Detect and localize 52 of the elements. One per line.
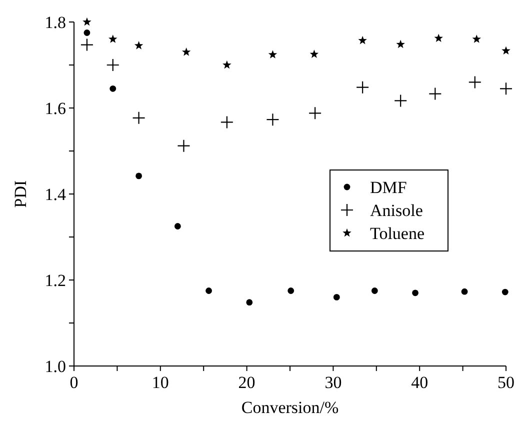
point bbox=[502, 46, 510, 55]
point bbox=[356, 80, 370, 94]
point bbox=[182, 48, 191, 56]
point bbox=[434, 34, 443, 42]
x-tick-label: 20 bbox=[238, 373, 256, 392]
point bbox=[110, 85, 116, 92]
point bbox=[136, 172, 142, 180]
point bbox=[268, 50, 278, 58]
point bbox=[310, 50, 319, 58]
point bbox=[177, 139, 190, 152]
point bbox=[174, 223, 181, 230]
point bbox=[246, 299, 253, 306]
point bbox=[358, 36, 367, 44]
point bbox=[108, 34, 118, 43]
point bbox=[499, 82, 513, 96]
point bbox=[333, 294, 340, 300]
legend-label: Anisole bbox=[370, 200, 423, 220]
point bbox=[461, 288, 468, 295]
y-tick-label: 1.2 bbox=[44, 270, 66, 290]
x-tick-label: 40 bbox=[411, 373, 428, 392]
point bbox=[428, 87, 442, 100]
y-tick-label: 1.0 bbox=[44, 356, 66, 376]
point bbox=[222, 60, 232, 69]
point bbox=[288, 288, 294, 294]
legend-label: Toluene bbox=[370, 224, 425, 243]
point bbox=[80, 38, 94, 52]
x-tick-label: 30 bbox=[324, 373, 342, 392]
y-tick-label: 1.6 bbox=[44, 98, 66, 118]
point bbox=[472, 34, 481, 43]
y-tick-label: 1.4 bbox=[44, 184, 66, 204]
x-axis-title: Conversion/% bbox=[241, 398, 339, 417]
point bbox=[394, 94, 408, 108]
point bbox=[84, 30, 90, 36]
point bbox=[396, 40, 405, 48]
point bbox=[266, 113, 280, 126]
x-tick-label: 50 bbox=[498, 373, 514, 392]
point bbox=[412, 290, 418, 296]
y-tick-label: 1.8 bbox=[44, 12, 66, 32]
point bbox=[502, 288, 508, 296]
point bbox=[371, 288, 378, 294]
legend-label: DMF bbox=[370, 178, 407, 197]
point bbox=[132, 111, 146, 124]
x-tick-label: 0 bbox=[70, 373, 78, 392]
point bbox=[220, 116, 234, 129]
x-tick-label: 10 bbox=[152, 373, 169, 392]
point bbox=[206, 288, 212, 294]
point bbox=[134, 41, 144, 50]
point bbox=[82, 17, 92, 26]
point bbox=[468, 76, 482, 89]
point bbox=[106, 58, 120, 72]
y-axis-title: PDI bbox=[11, 180, 30, 208]
point bbox=[308, 106, 322, 120]
